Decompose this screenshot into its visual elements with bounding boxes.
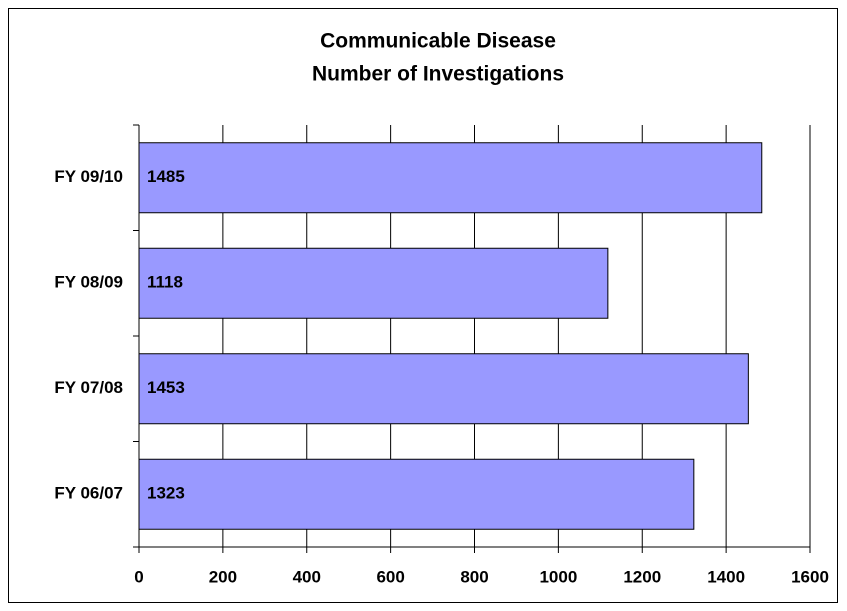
data-label: 1323 bbox=[147, 484, 185, 503]
y-tick-label: FY 09/10 bbox=[54, 167, 123, 186]
y-tick-label: FY 06/07 bbox=[54, 484, 123, 503]
chart-title: Communicable Disease bbox=[320, 30, 556, 53]
x-tick-label: 400 bbox=[293, 567, 321, 586]
x-tick-label: 1600 bbox=[791, 567, 829, 586]
bar bbox=[138, 353, 749, 425]
x-tick-label: 600 bbox=[376, 567, 404, 586]
data-label: 1453 bbox=[147, 378, 185, 397]
data-label: 1485 bbox=[147, 167, 185, 186]
x-tick-label: 1400 bbox=[707, 567, 745, 586]
y-tick-label: FY 07/08 bbox=[54, 378, 123, 397]
x-tick-label: 1000 bbox=[539, 567, 577, 586]
x-tick-label: 200 bbox=[209, 567, 237, 586]
bar bbox=[138, 247, 609, 319]
chart-subtitle: Number of Investigations bbox=[312, 63, 564, 86]
data-label: 1118 bbox=[147, 273, 183, 292]
x-tick-label: 800 bbox=[460, 567, 488, 586]
bar bbox=[138, 458, 695, 530]
y-tick-label: FY 08/09 bbox=[54, 273, 123, 292]
bar bbox=[138, 142, 763, 214]
x-tick-label: 1200 bbox=[623, 567, 661, 586]
x-tick-label: 0 bbox=[134, 567, 143, 586]
